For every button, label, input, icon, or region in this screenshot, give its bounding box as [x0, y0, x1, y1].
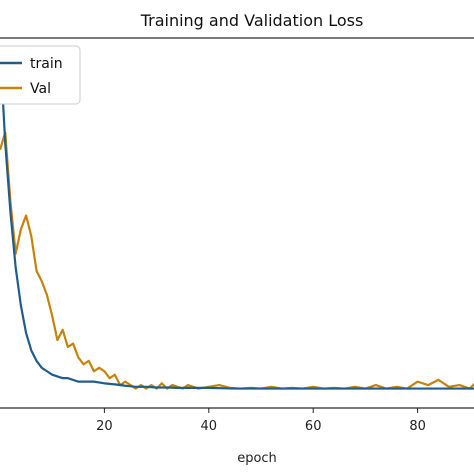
legend-label-val: Val: [30, 81, 51, 97]
x-tick-label: 60: [305, 419, 322, 434]
series-line-train: [0, 45, 474, 390]
x-tick-label: 20: [96, 419, 113, 434]
series-layer: [0, 45, 474, 390]
x-tick-label: 40: [201, 419, 218, 434]
chart-title: Training and Validation Loss: [140, 11, 364, 30]
plot-area-frame: [0, 37, 474, 409]
series-line-val: [0, 131, 474, 390]
x-tick-label: 80: [409, 419, 426, 434]
legend-box: [0, 45, 81, 105]
legend-label-train: train: [30, 56, 63, 72]
x-axis-ticks: 20 40 60 80: [96, 408, 426, 434]
x-axis-label: epoch: [237, 451, 277, 466]
legend: train Val: [0, 45, 81, 105]
